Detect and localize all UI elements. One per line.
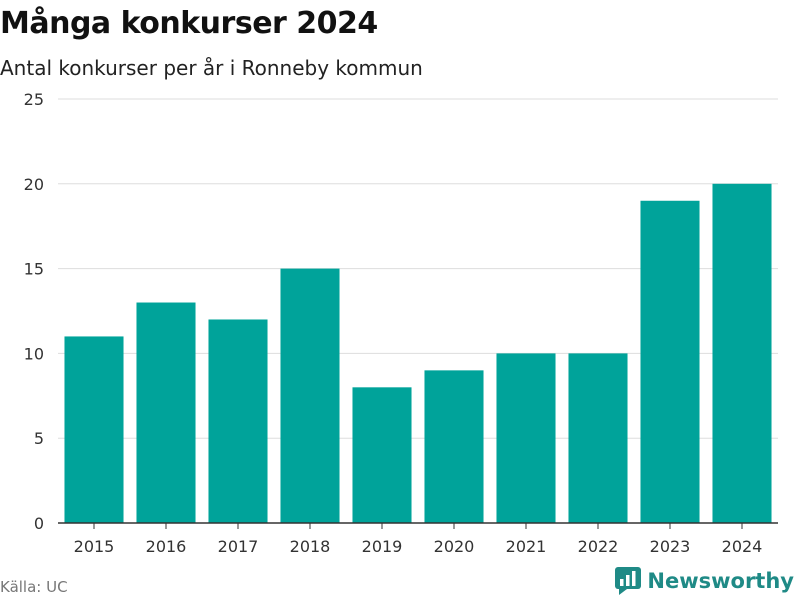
bar-2016 [136, 302, 196, 523]
y-tick-label: 15 [24, 260, 44, 279]
brand-name: Newsworthy [647, 569, 794, 593]
x-tick-label: 2020 [434, 537, 475, 556]
x-tick-label: 2024 [722, 537, 763, 556]
brand-logo: Newsworthy [615, 567, 794, 595]
x-tick-label: 2017 [218, 537, 259, 556]
y-axis-ticks: 0 5 10 15 20 25 [24, 90, 44, 533]
bar-2024 [712, 183, 772, 524]
bar-2023 [640, 200, 700, 523]
x-tick-label: 2016 [146, 537, 187, 556]
bar-2022 [568, 353, 628, 523]
y-tick-label: 10 [24, 344, 44, 363]
newsworthy-logo-icon [615, 567, 642, 595]
y-tick-label: 0 [34, 514, 44, 533]
x-tick-label: 2019 [362, 537, 403, 556]
bar-2021 [496, 353, 556, 523]
y-tick-label: 25 [24, 90, 44, 109]
source-note: Källa: UC [0, 578, 68, 596]
x-axis-ticks: 2015 2016 2017 2018 2019 2020 2021 2022 2023 2024 [74, 523, 763, 556]
y-tick-label: 5 [34, 429, 44, 448]
chart-title: Många konkurser 2024 [0, 6, 378, 41]
bar-2020 [424, 370, 484, 523]
x-tick-label: 2022 [578, 537, 619, 556]
bar-2017 [208, 319, 268, 523]
bars [64, 183, 772, 524]
x-tick-label: 2023 [650, 537, 691, 556]
x-tick-label: 2015 [74, 537, 115, 556]
bar-2015 [64, 336, 124, 523]
x-tick-label: 2018 [290, 537, 331, 556]
bar-2019 [352, 387, 412, 523]
x-tick-label: 2021 [506, 537, 547, 556]
bar-2018 [280, 268, 340, 523]
y-tick-label: 20 [24, 175, 44, 194]
chart-subtitle: Antal konkurser per år i Ronneby kommun [0, 56, 423, 80]
